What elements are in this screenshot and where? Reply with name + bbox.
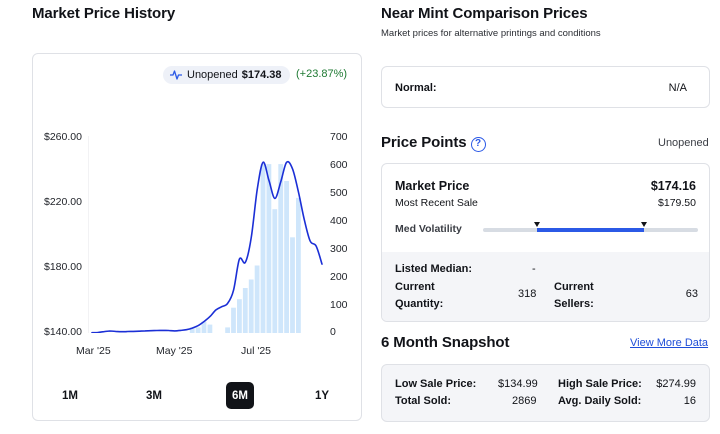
high-sale-label: High Sale Price: — [558, 378, 642, 390]
volume-bar — [296, 197, 301, 333]
y-tick-right: 100 — [330, 299, 348, 311]
recent-sale-value: $179.50 — [658, 197, 696, 209]
y-tick-right: 700 — [330, 131, 348, 143]
page-title: Market Price History — [32, 5, 176, 22]
high-sale-value: $274.99 — [656, 378, 696, 390]
price-points-condition: Unopened — [658, 137, 709, 149]
badge-change: (+23.87%) — [296, 68, 348, 80]
volume-bar — [225, 327, 230, 333]
price-points-title: Price Points? — [381, 134, 486, 152]
listed-median-value: - — [532, 263, 536, 275]
volume-bar — [231, 307, 236, 333]
x-tick: Mar '25 — [76, 345, 111, 357]
y-tick-right: 400 — [330, 215, 348, 227]
listed-median-label: Listed Median: — [395, 263, 473, 275]
price-history-card — [32, 53, 362, 421]
y-tick-right: 500 — [330, 187, 348, 199]
recent-sale-label: Most Recent Sale — [395, 197, 478, 209]
y-tick-right: 600 — [330, 159, 348, 171]
x-tick: May '25 — [156, 345, 193, 357]
y-tick-right: 300 — [330, 243, 348, 255]
volume-bar — [290, 237, 295, 333]
comparison-label: Normal: — [395, 82, 437, 94]
volatility-fill — [536, 228, 645, 232]
price-chart[interactable] — [88, 136, 324, 333]
price-points-card: Market Price $174.16 Most Recent Sale $1… — [381, 163, 710, 322]
current-quantity-label: Current Quantity: — [395, 281, 444, 310]
badge-price: $174.38 — [241, 69, 282, 81]
pulse-icon — [170, 70, 182, 80]
volume-bar — [242, 288, 248, 333]
current-quantity-value: 318 — [518, 288, 537, 300]
snapshot-title: 6 Month Snapshot — [381, 334, 510, 351]
avg-daily-sold-value: 16 — [683, 395, 696, 407]
range-6m-button[interactable]: 6M — [226, 382, 254, 409]
volume-bar — [248, 279, 254, 333]
volatility-label: Med Volatility — [395, 223, 462, 235]
comparison-value: N/A — [668, 82, 687, 94]
y-tick-right: 200 — [330, 271, 348, 283]
snapshot-card: Low Sale Price: $134.99 Total Sold: 2869… — [381, 364, 710, 422]
y-tick-right: 0 — [330, 326, 336, 338]
volume-bar — [278, 164, 284, 333]
low-sale-value: $134.99 — [498, 378, 538, 390]
y-tick-left: $220.00 — [44, 196, 82, 208]
price-badge: Unopened $174.38 — [163, 66, 290, 84]
comparison-card: Normal: N/A — [381, 66, 710, 108]
range-1y-button[interactable]: 1Y — [314, 389, 330, 402]
volume-bar — [237, 299, 242, 333]
total-sold-value: 2869 — [512, 395, 537, 407]
volume-bar — [189, 327, 195, 333]
volume-bar — [254, 265, 260, 333]
current-sellers-value: 63 — [685, 288, 698, 300]
question-circle-icon[interactable]: ? — [470, 137, 486, 152]
current-sellers-label: Current Sellers: — [554, 281, 594, 310]
comparison-title: Near Mint Comparison Prices — [381, 5, 588, 22]
volume-bar — [284, 181, 289, 333]
volume-bar — [266, 164, 272, 333]
total-sold-label: Total Sold: — [395, 395, 452, 407]
view-more-data-link[interactable]: View More Data — [630, 337, 709, 349]
market-price-label: Market Price — [395, 179, 470, 193]
volume-bar — [272, 209, 278, 333]
low-sale-label: Low Sale Price: — [395, 378, 477, 390]
market-price-value: $174.16 — [650, 179, 696, 193]
comparison-subtitle: Market prices for alternative printings … — [381, 28, 601, 39]
x-tick: Jul '25 — [241, 345, 272, 357]
volume-bar — [201, 321, 207, 333]
volatility-marker — [533, 222, 540, 227]
volume-bar — [260, 164, 266, 333]
y-tick-left: $140.00 — [44, 326, 82, 338]
volume-bar — [195, 327, 201, 333]
listing-stats-panel: Listed Median: - Current Quantity: 318 C… — [382, 252, 709, 321]
price-points-title-text: Price Points — [381, 134, 467, 151]
avg-daily-sold-label: Avg. Daily Sold: — [558, 395, 642, 407]
y-tick-left: $260.00 — [44, 131, 82, 143]
volume-bar — [207, 324, 213, 333]
volatility-marker — [641, 222, 648, 227]
y-tick-left: $180.00 — [44, 261, 82, 273]
badge-condition: Unopened — [187, 69, 238, 81]
price-line — [91, 160, 323, 333]
volatility-track — [483, 222, 698, 232]
range-3m-button[interactable]: 3M — [146, 389, 162, 402]
range-1m-button[interactable]: 1M — [62, 389, 78, 402]
